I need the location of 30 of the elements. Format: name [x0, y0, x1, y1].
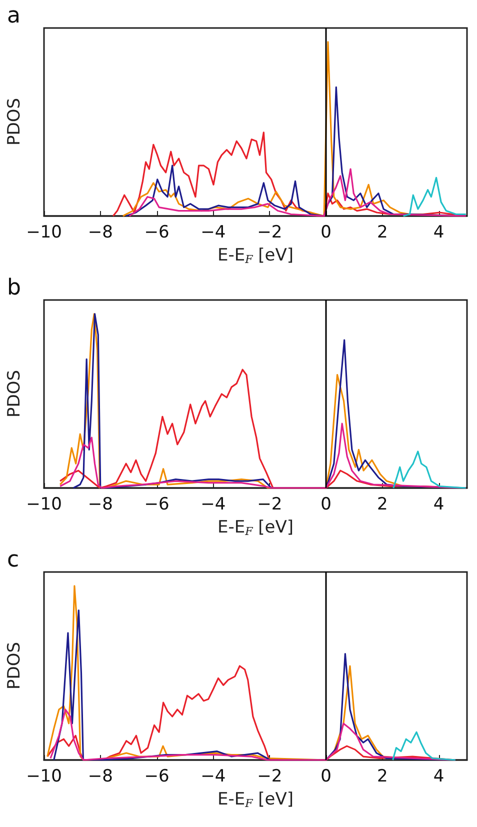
x-tick-label: −10 — [26, 494, 62, 514]
x-tick-label: 2 — [376, 494, 388, 514]
x-tick-label: −4 — [200, 494, 226, 514]
x-tick-label: −4 — [200, 222, 226, 242]
x-tick-label: 2 — [376, 766, 388, 786]
x-tick-label: −8 — [88, 222, 113, 242]
x-tick-label: 4 — [433, 494, 444, 514]
x-tick-label: −10 — [26, 222, 62, 242]
x-tick-label: −4 — [200, 766, 226, 786]
chart-title: b — [7, 276, 21, 300]
x-tick-label: −8 — [88, 494, 113, 514]
x-tick-label: −6 — [144, 766, 170, 786]
x-tick-label: −2 — [257, 766, 282, 786]
y-axis-title: PDOS — [4, 98, 24, 146]
x-tick-label: −2 — [257, 494, 282, 514]
x-tick-label: −8 — [88, 766, 113, 786]
x-tick-label: 0 — [320, 494, 332, 514]
y-axis-title: PDOS — [4, 370, 24, 418]
x-tick-label: −2 — [257, 222, 282, 242]
x-tick-label: 4 — [433, 766, 444, 786]
y-axis-title: PDOS — [4, 642, 24, 690]
x-tick-label: −10 — [26, 766, 62, 786]
x-tick-label: −6 — [144, 494, 170, 514]
x-tick-label: 0 — [320, 766, 332, 786]
x-tick-label: −6 — [144, 222, 170, 242]
chart-title: a — [7, 4, 20, 28]
x-tick-label: 4 — [433, 222, 444, 242]
x-tick-label: 0 — [320, 222, 332, 242]
x-tick-label: 2 — [376, 222, 388, 242]
chart-title: c — [7, 548, 20, 572]
